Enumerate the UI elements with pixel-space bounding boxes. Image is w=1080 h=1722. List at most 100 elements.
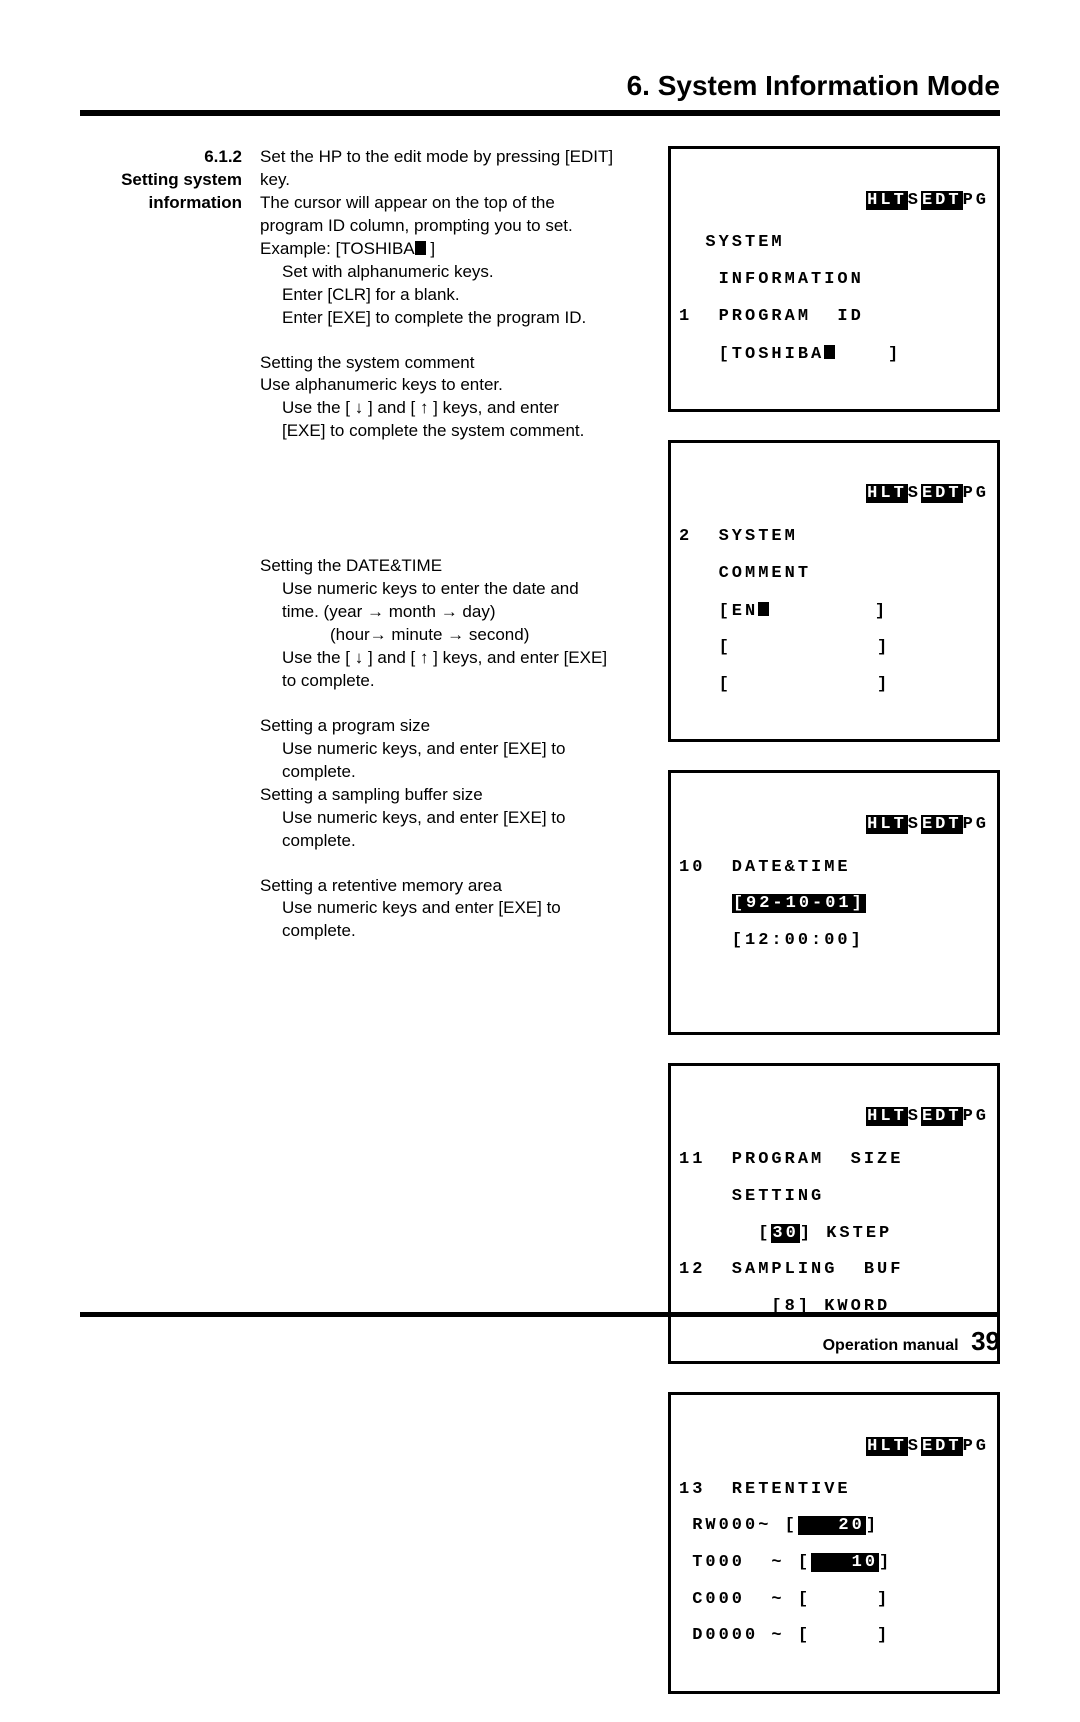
s4-l1: 11 PROGRAM SIZE (679, 1151, 989, 1169)
p1-s3: Enter [EXE] to complete the program ID. (260, 307, 640, 330)
cursor-icon (758, 602, 769, 616)
s3-l3: [12:00:00] (679, 932, 989, 950)
s2-l3-pre: [EN (679, 602, 758, 621)
mode-p: P (963, 484, 976, 503)
s2-l3-post: ] (769, 602, 888, 621)
mode-hlt: HLT (866, 484, 908, 503)
s5-l5: D0000 ~ [ ] (679, 1627, 989, 1645)
mode-g: G (976, 484, 989, 503)
s2-l5: [ ] (679, 676, 989, 694)
p4b-s2: complete. (260, 830, 640, 853)
s4-l3: [30] KSTEP (679, 1225, 989, 1243)
p3-s3: (hour→ minute → second) (260, 624, 640, 647)
para-program-id: Set the HP to the edit mode by pressing … (260, 146, 640, 330)
s5-l2-inv: 20 (798, 1516, 866, 1535)
s5-l4: C000 ~ [ ] (679, 1591, 989, 1609)
s5-l2-post: ] (866, 1516, 879, 1535)
p4-s2: complete. (260, 761, 640, 784)
mode-hlt: HLT (866, 815, 908, 834)
s1-l4: [TOSHIBA ] (679, 345, 989, 364)
footer-label: Operation manual (823, 1337, 959, 1354)
page: 6. System Information Mode 6.1.2 Setting… (0, 0, 1080, 1397)
para-system-comment: Setting the system comment Use alphanume… (260, 352, 640, 444)
mode-p: P (963, 1107, 976, 1126)
p2-s3: [EXE] to complete the system comment. (260, 420, 640, 443)
mode-s: S (908, 1107, 921, 1126)
s4-l2: SETTING (679, 1188, 989, 1206)
s1-l1: SYSTEM (679, 234, 989, 252)
mode-edt: EDT (921, 1437, 963, 1456)
mode-s: S (908, 815, 921, 834)
p1-example: Example: [TOSHIBA ] (260, 238, 640, 261)
s2-l1: 2 SYSTEM (679, 528, 989, 546)
header-rule (80, 110, 1000, 116)
s5-l3-inv: 10 (811, 1553, 879, 1572)
mode-hlt: HLT (866, 1107, 908, 1126)
p3-t: Setting the DATE&TIME (260, 555, 640, 578)
mode-bar: HLTSEDTPG (679, 192, 989, 210)
s2-l2: COMMENT (679, 565, 989, 583)
p4-s1: Use numeric keys, and enter [EXE] to (260, 738, 640, 761)
p4-t: Setting a program size (260, 715, 640, 738)
s2-l4: [ ] (679, 639, 989, 657)
mode-edt: EDT (921, 1107, 963, 1126)
s1-l2: INFORMATION (679, 271, 989, 289)
section-number: 6.1.2 (80, 146, 242, 169)
mode-bar: HLTSEDTPG (679, 816, 989, 834)
s3-l2: [92-10-01] (679, 895, 989, 913)
p1-l3: The cursor will appear on the top of the (260, 192, 640, 215)
s4-l3-post: ] KSTEP (800, 1224, 892, 1243)
p4b-s1: Use numeric keys, and enter [EXE] to (260, 807, 640, 830)
mode-s: S (908, 191, 921, 210)
p5-s2: complete. (260, 920, 640, 943)
mode-bar: HLTSEDTPG (679, 485, 989, 503)
p1-l2: key. (260, 169, 640, 192)
footer-rule (80, 1312, 1000, 1317)
mode-edt: EDT (921, 815, 963, 834)
s5-l3: T000 ~ [ 10] (679, 1554, 989, 1572)
section-title-1: Setting system (80, 169, 242, 192)
mode-hlt: HLT (866, 1437, 908, 1456)
p1-l4: program ID column, prompting you to set. (260, 215, 640, 238)
mode-bar: HLTSEDTPG (679, 1108, 989, 1126)
body-text: Set the HP to the edit mode by pressing … (260, 146, 640, 1722)
mode-bar: HLTSEDTPG (679, 1438, 989, 1456)
s5-l3-pre: T000 ~ [ (679, 1553, 811, 1572)
s3-l1: 10 DATE&TIME (679, 859, 989, 877)
mode-hlt: HLT (866, 191, 908, 210)
mode-g: G (976, 815, 989, 834)
screen-retentive: HLTSEDTPG 13 RETENTIVE RW000~ [ 20] T000… (668, 1392, 1000, 1693)
p2-t: Setting the system comment (260, 352, 640, 375)
p5-t: Setting a retentive memory area (260, 875, 640, 898)
chapter-title: 6. System Information Mode (80, 70, 1000, 102)
p2-s2: Use the [ ↓ ] and [ ↑ ] keys, and enter (260, 397, 640, 420)
s4-l4: 12 SAMPLING BUF (679, 1261, 989, 1279)
content-columns: 6.1.2 Setting system information Set the… (80, 146, 1000, 1722)
p1-l1: Set the HP to the edit mode by pressing … (260, 146, 640, 169)
cursor-icon (415, 241, 426, 255)
section-title-2: information (80, 192, 242, 215)
mode-g: G (976, 191, 989, 210)
p3-s5: to complete. (260, 670, 640, 693)
p2-s1: Use alphanumeric keys to enter. (260, 374, 640, 397)
mode-edt: EDT (921, 484, 963, 503)
s3-blank (679, 969, 989, 987)
mode-g: G (976, 1107, 989, 1126)
p5-s1: Use numeric keys and enter [EXE] to (260, 897, 640, 920)
p1-ex-pre: Example: [TOSHIBA (260, 239, 415, 258)
s4-l3-inv: 30 (771, 1224, 799, 1243)
mode-s: S (908, 484, 921, 503)
p3-s4: Use the [ ↓ ] and [ ↑ ] keys, and enter … (260, 647, 640, 670)
p3-s1: Use numeric keys to enter the date and (260, 578, 640, 601)
para-date-time: Setting the DATE&TIME Use numeric keys t… (260, 555, 640, 693)
screen-date-time: HLTSEDTPG 10 DATE&TIME [92-10-01] [12:00… (668, 770, 1000, 1035)
s5-l2-pre: RW000~ [ (679, 1516, 798, 1535)
para-retentive: Setting a retentive memory area Use nume… (260, 875, 640, 944)
cursor-icon (824, 345, 835, 359)
p3-s2: time. (year → month → day) (260, 601, 640, 624)
mode-g: G (976, 1437, 989, 1456)
screens-column: HLTSEDTPG SYSTEM INFORMATION 1 PROGRAM I… (640, 146, 1000, 1722)
screen-system-comment: HLTSEDTPG 2 SYSTEM COMMENT [EN ] [ ] [ ] (668, 440, 1000, 742)
s4-l3-pre: [ (679, 1224, 771, 1243)
screen-program-size: HLTSEDTPG 11 PROGRAM SIZE SETTING [30] K… (668, 1063, 1000, 1364)
